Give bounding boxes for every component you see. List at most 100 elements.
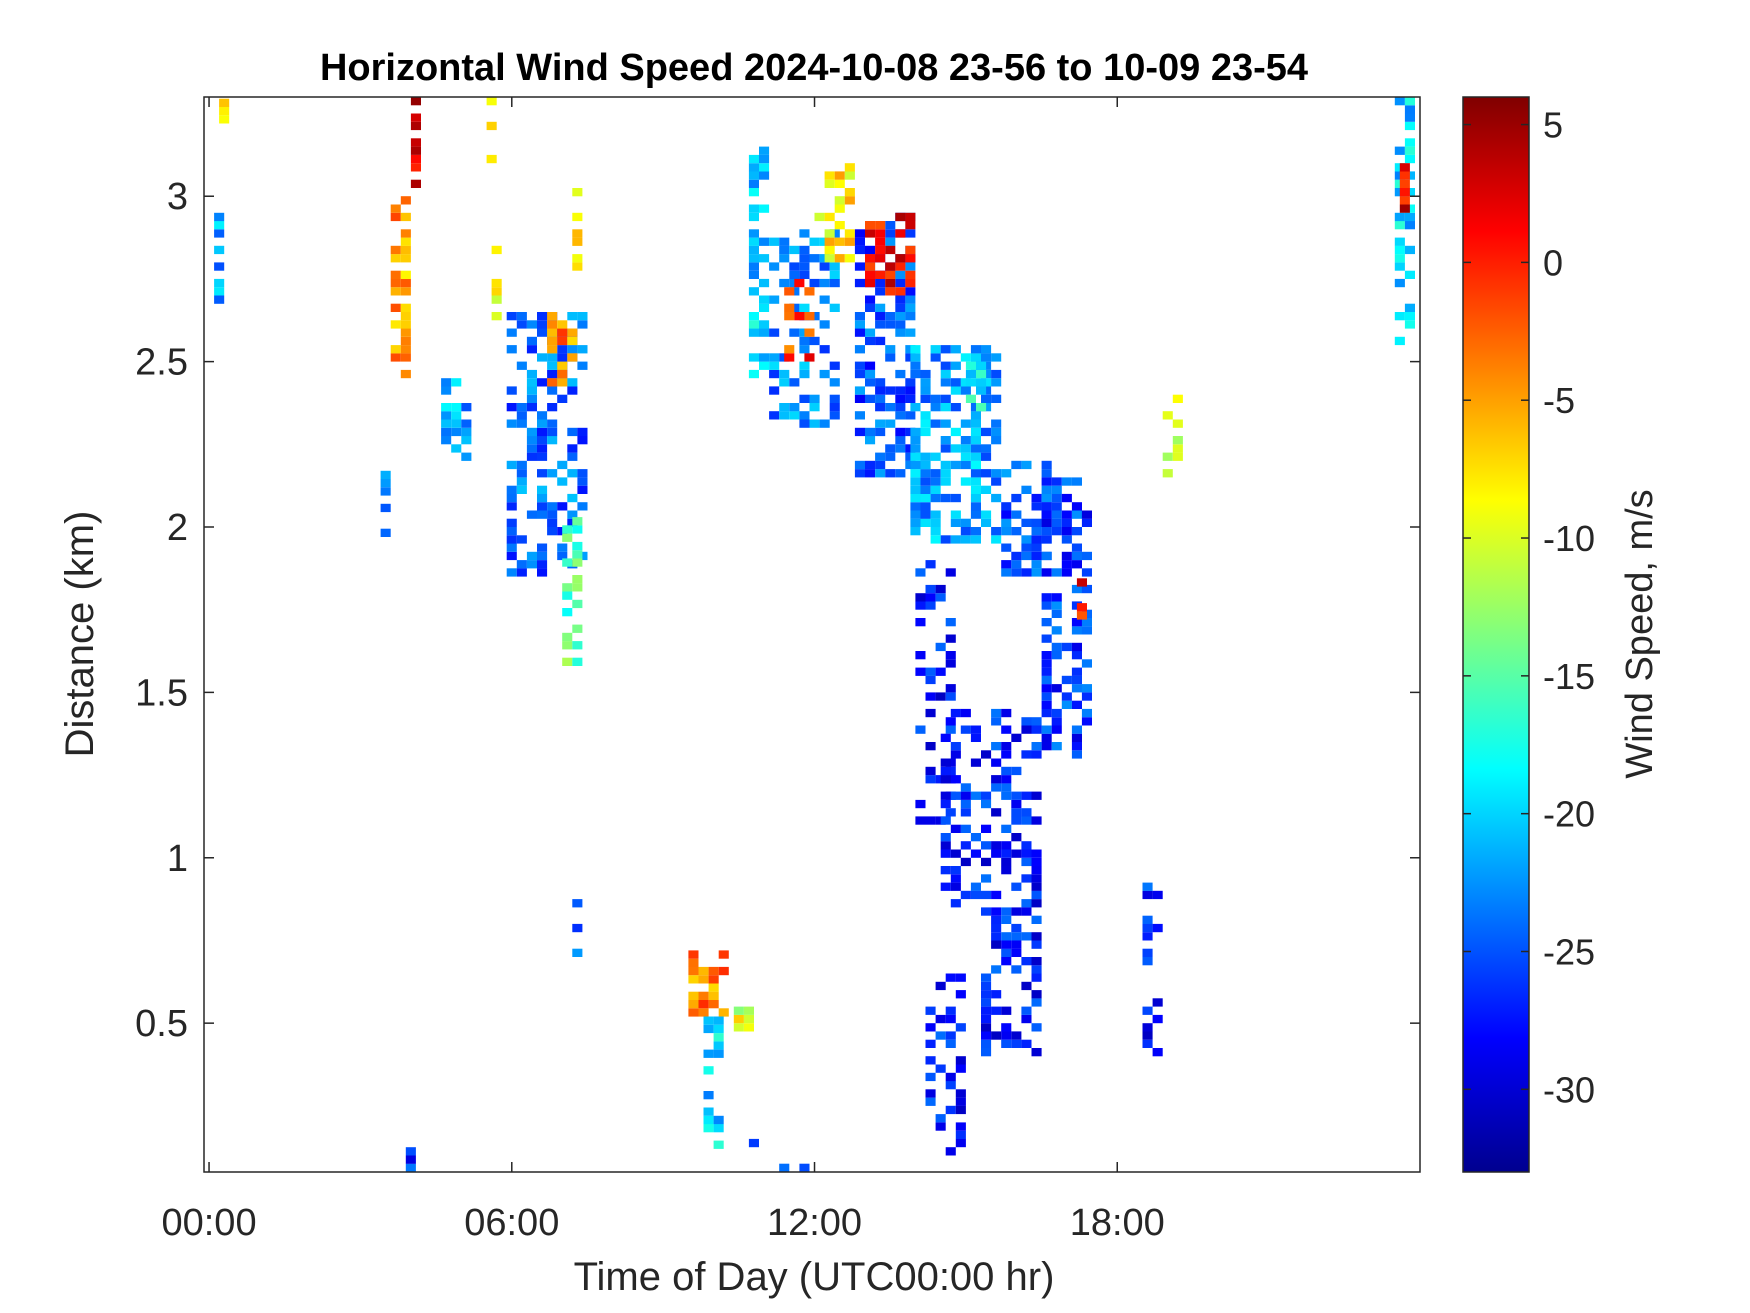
heatmap-cell bbox=[577, 436, 588, 445]
heatmap-cell bbox=[1011, 560, 1022, 569]
heatmap-cell bbox=[491, 278, 502, 288]
heatmap-cell bbox=[960, 535, 971, 544]
heatmap-cell bbox=[960, 824, 971, 833]
heatmap-cell bbox=[804, 328, 815, 337]
heatmap-cell bbox=[1011, 568, 1022, 577]
heatmap-cell bbox=[537, 502, 548, 511]
heatmap-cell bbox=[1011, 493, 1022, 503]
heatmap-cell bbox=[1076, 611, 1087, 620]
heatmap-cell bbox=[981, 998, 992, 1007]
heatmap-cell bbox=[940, 841, 951, 850]
heatmap-cell bbox=[991, 436, 1002, 445]
heatmap-cell bbox=[834, 171, 845, 180]
heatmap-cell bbox=[1041, 675, 1052, 685]
heatmap-cell bbox=[819, 345, 830, 354]
heatmap-cell bbox=[441, 427, 452, 437]
heatmap-cell bbox=[930, 510, 941, 519]
heatmap-cell bbox=[572, 188, 583, 197]
heatmap-cell bbox=[799, 336, 810, 346]
heatmap-cell bbox=[713, 1024, 724, 1034]
heatmap-cell bbox=[1061, 477, 1072, 486]
heatmap-cell bbox=[844, 229, 855, 238]
heatmap-cell bbox=[1071, 667, 1082, 676]
heatmap-cell bbox=[1071, 626, 1082, 635]
heatmap-cell bbox=[759, 353, 770, 362]
heatmap-cell bbox=[400, 212, 411, 222]
heatmap-cell bbox=[577, 320, 588, 329]
heatmap-cell bbox=[905, 303, 916, 312]
heatmap-cell bbox=[572, 550, 583, 559]
heatmap-cell bbox=[1011, 940, 1022, 949]
heatmap-cell bbox=[698, 1000, 709, 1009]
heatmap-cell bbox=[981, 1039, 992, 1048]
heatmap-cell bbox=[1021, 981, 1032, 991]
heatmap-cell bbox=[410, 146, 421, 155]
heatmap-cell bbox=[970, 353, 981, 362]
heatmap-cell bbox=[451, 411, 462, 420]
heatmap-cell bbox=[506, 460, 517, 470]
heatmap-cell bbox=[1011, 1031, 1022, 1040]
heatmap-cell bbox=[1041, 601, 1052, 610]
heatmap-cell bbox=[1142, 890, 1153, 900]
heatmap-cell bbox=[526, 345, 537, 354]
heatmap-cell bbox=[940, 882, 951, 891]
heatmap-cell bbox=[970, 460, 981, 470]
heatmap-cell bbox=[829, 303, 840, 312]
heatmap-cell bbox=[920, 485, 931, 494]
heatmap-cell bbox=[940, 733, 951, 742]
heatmap-cell bbox=[854, 369, 865, 379]
heatmap-cell bbox=[1041, 684, 1052, 693]
heatmap-cell bbox=[875, 245, 886, 255]
heatmap-cell bbox=[1041, 667, 1052, 676]
heatmap-cell bbox=[557, 361, 568, 370]
heatmap-cell bbox=[945, 634, 956, 643]
heatmap-cell bbox=[819, 278, 830, 288]
heatmap-cell bbox=[759, 320, 770, 329]
heatmap-cell bbox=[930, 345, 941, 354]
heatmap-cell bbox=[945, 659, 956, 668]
heatmap-cell bbox=[865, 221, 876, 230]
heatmap-cell bbox=[526, 369, 537, 379]
heatmap-cell bbox=[945, 1006, 956, 1015]
heatmap-cell bbox=[1051, 684, 1062, 693]
heatmap-cell bbox=[390, 345, 401, 354]
heatmap-cell bbox=[895, 270, 906, 279]
heatmap-cell bbox=[547, 378, 558, 387]
heatmap-cell bbox=[991, 915, 1002, 924]
heatmap-cell bbox=[930, 527, 941, 536]
heatmap-cell bbox=[925, 601, 936, 610]
heatmap-cell bbox=[1051, 725, 1062, 734]
heatmap-cell bbox=[1081, 692, 1092, 701]
heatmap-cell bbox=[733, 1023, 744, 1032]
heatmap-cell bbox=[769, 328, 780, 337]
heatmap-cell bbox=[789, 303, 800, 312]
heatmap-cell bbox=[748, 312, 759, 321]
y-tick-label: 1.5 bbox=[135, 672, 188, 714]
heatmap-cell bbox=[1061, 560, 1072, 569]
heatmap-cell bbox=[506, 345, 517, 354]
y-tick-label: 3 bbox=[167, 176, 188, 218]
heatmap-cell bbox=[991, 775, 1002, 784]
heatmap-cell bbox=[1142, 882, 1153, 891]
heatmap-cell bbox=[1001, 907, 1012, 916]
heatmap-cell bbox=[759, 303, 770, 312]
heatmap-cell bbox=[1001, 791, 1012, 800]
heatmap-cell bbox=[940, 799, 951, 809]
heatmap-cell bbox=[945, 651, 956, 660]
heatmap-cell bbox=[981, 485, 992, 494]
heatmap-cell bbox=[1041, 502, 1052, 511]
heatmap-cell bbox=[1051, 651, 1062, 660]
heatmap-cell bbox=[945, 1014, 956, 1024]
heatmap-cell bbox=[854, 328, 865, 337]
heatmap-cell bbox=[779, 369, 790, 379]
heatmap-cell bbox=[910, 485, 921, 494]
heatmap-cell bbox=[981, 345, 992, 354]
heatmap-cell bbox=[910, 527, 921, 536]
heatmap-cell bbox=[491, 295, 502, 304]
heatmap-cell bbox=[895, 403, 906, 412]
heatmap-cell bbox=[824, 229, 835, 238]
heatmap-cell bbox=[799, 245, 810, 255]
heatmap-cell bbox=[940, 419, 951, 428]
y-tick-label: 2 bbox=[167, 507, 188, 549]
